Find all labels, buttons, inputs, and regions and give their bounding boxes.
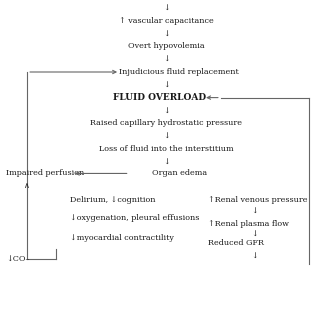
Text: Impaired perfusion: Impaired perfusion bbox=[6, 170, 85, 177]
Text: ↓: ↓ bbox=[163, 81, 170, 89]
Text: Delirium, ↓cognition: Delirium, ↓cognition bbox=[70, 196, 156, 204]
Text: ↓oxygenation, pleural effusions: ↓oxygenation, pleural effusions bbox=[70, 214, 200, 222]
Text: ↓: ↓ bbox=[251, 230, 258, 238]
Text: ↓: ↓ bbox=[251, 207, 258, 215]
Text: ↑Renal venous pressure: ↑Renal venous pressure bbox=[208, 196, 308, 204]
Text: ↓CO–: ↓CO– bbox=[6, 255, 30, 262]
Text: ↓myocardial contractility: ↓myocardial contractility bbox=[70, 234, 174, 243]
Text: Organ edema: Organ edema bbox=[152, 170, 207, 177]
Text: ↑ vascular capacitance: ↑ vascular capacitance bbox=[119, 17, 214, 25]
Text: ↓: ↓ bbox=[163, 30, 170, 38]
Text: ∧: ∧ bbox=[24, 181, 30, 189]
Text: Reduced GFR: Reduced GFR bbox=[208, 239, 264, 247]
Text: ↑Renal plasma flow: ↑Renal plasma flow bbox=[208, 220, 289, 228]
Text: ↓: ↓ bbox=[163, 132, 170, 140]
Text: ↓: ↓ bbox=[163, 4, 170, 12]
Text: Raised capillary hydrostatic pressure: Raised capillary hydrostatic pressure bbox=[91, 119, 243, 127]
Text: Injudicious fluid replacement: Injudicious fluid replacement bbox=[119, 68, 239, 76]
Text: ↓: ↓ bbox=[163, 157, 170, 166]
Text: ↓: ↓ bbox=[163, 55, 170, 63]
Text: Loss of fluid into the interstitium: Loss of fluid into the interstitium bbox=[99, 145, 234, 153]
Text: ↓: ↓ bbox=[251, 252, 258, 260]
Text: ↓: ↓ bbox=[163, 106, 170, 114]
Text: Overt hypovolemia: Overt hypovolemia bbox=[128, 42, 205, 50]
Text: FLUID OVERLOAD: FLUID OVERLOAD bbox=[113, 93, 207, 102]
